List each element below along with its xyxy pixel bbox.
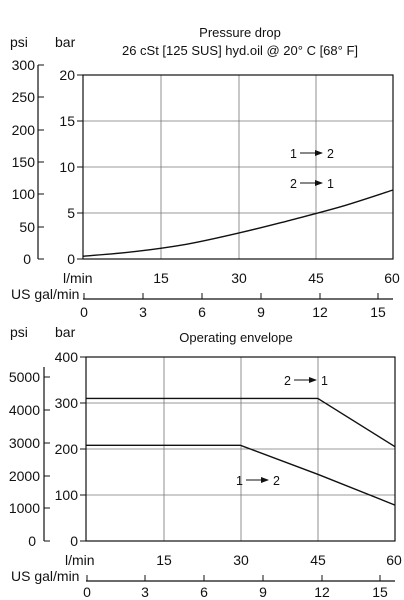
chart2-grid — [86, 357, 395, 541]
chart1-xlabel-lmin: l/min — [63, 270, 93, 286]
chart2-gal-label-value: 0 — [83, 584, 91, 600]
chart2-title: Operating envelope — [179, 330, 292, 345]
chart1-gal-label-value: 3 — [139, 304, 147, 320]
chart2-ytick-label: 200 — [55, 441, 79, 457]
chart1-psi-label-value: 0 — [23, 251, 31, 267]
chart1-subtitle: 26 cSt [125 SUS] hyd.oil @ 20° C [68° F] — [122, 43, 358, 58]
chart1-psi-label-value: 150 — [12, 154, 36, 170]
chart1-psi-axis: 300 250 200 150 100 50 0 — [12, 57, 44, 267]
chart1-ytick-label: 10 — [59, 159, 75, 175]
chart1-series-line-1 — [82, 189, 394, 257]
chart2-psi-label: psi — [10, 324, 28, 340]
chart1-gal-label-value: 0 — [80, 304, 88, 320]
chart2-gal-axis: US gal/min 0 3 6 9 12 15 — [11, 568, 395, 600]
chart1-psi-label-value: 200 — [12, 122, 36, 138]
chart2-psi-label-value: 5000 — [9, 369, 40, 385]
chart1-grid — [83, 75, 393, 259]
chart2-series-line-2 — [86, 444, 396, 506]
chart1-bar-label: bar — [55, 34, 76, 50]
chart2-x-axis: l/min 15 30 45 60 — [65, 552, 402, 568]
chart1-xlabel-gal: US gal/min — [11, 286, 79, 302]
chart2-xtick-label: 60 — [386, 552, 402, 568]
chart2-gal-label-value: 9 — [259, 584, 267, 600]
chart2-xtick-label: 30 — [233, 552, 249, 568]
chart2-psi-label-value: 1000 — [9, 500, 40, 516]
chart1-legend: 1 2 2 1 — [290, 147, 334, 191]
chart1-psi-label-value: 100 — [12, 186, 36, 202]
chart2-gal-label-value: 15 — [372, 584, 388, 600]
chart2-gal-label-value: 6 — [200, 584, 208, 600]
chart2-series-label-to: 2 — [273, 474, 280, 488]
chart2-psi-axis: 5000 4000 3000 2000 1000 0 — [9, 367, 50, 549]
chart1-gal-label-value: 15 — [370, 304, 386, 320]
chart1-series-group — [82, 189, 394, 257]
chart1-legend-from: 2 — [290, 177, 297, 191]
chart1-gal-axis: US gal/min 0 3 6 9 12 15 — [11, 286, 393, 320]
chart1-ytick-label: 20 — [59, 67, 75, 83]
chart1-gal-label-value: 9 — [257, 304, 265, 320]
chart1-legend-to: 2 — [327, 147, 334, 161]
chart2-psi-label-value: 0 — [28, 533, 36, 549]
chart2-psi-label-value: 4000 — [9, 402, 40, 418]
chart2-ytick-label: 300 — [55, 395, 79, 411]
chart1-ytick-label: 5 — [67, 205, 75, 221]
chart2-xlabel-gal: US gal/min — [11, 568, 79, 584]
chart1-psi-label: psi — [10, 34, 28, 50]
chart2-xtick-label: 45 — [310, 552, 326, 568]
chart2-series-label-from: 2 — [284, 374, 291, 388]
chart2-ytick-label: 100 — [55, 487, 79, 503]
chart1-gal-label-value: 12 — [312, 304, 328, 320]
chart2-xlabel-lmin: l/min — [65, 552, 95, 568]
pressure-drop-chart: Pressure drop 26 cSt [125 SUS] hyd.oil @… — [10, 25, 400, 320]
chart2-y-axis: 400 300 200 100 0 — [55, 349, 86, 549]
operating-envelope-chart: Operating envelope psi bar 400 300 200 1… — [9, 324, 402, 600]
chart1-y-axis: 20 15 10 5 0 — [59, 67, 83, 267]
chart2-gal-label-value: 12 — [314, 584, 330, 600]
chart1-gal-label-value: 6 — [198, 304, 206, 320]
chart1-ytick-label: 0 — [67, 251, 75, 267]
chart1-psi-label-value: 300 — [12, 57, 36, 73]
chart2-series-label-to: 1 — [321, 374, 328, 388]
chart2-bar-label: bar — [55, 324, 76, 340]
chart1-title: Pressure drop — [199, 25, 281, 40]
chart2-gal-label-value: 3 — [141, 584, 149, 600]
chart2-xtick-label: 15 — [156, 552, 172, 568]
chart1-psi-label-value: 50 — [19, 219, 35, 235]
chart2-ytick-label: 400 — [55, 349, 79, 365]
chart2-psi-label-value: 3000 — [9, 435, 40, 451]
chart1-xtick-label: 60 — [384, 270, 400, 286]
chart2-series-line-1 — [86, 397, 396, 448]
chart1-x-axis: l/min 15 30 45 60 — [63, 270, 400, 286]
chart1-psi-label-value: 250 — [12, 89, 36, 105]
chart1-legend-to: 1 — [327, 177, 334, 191]
chart2-series-labels: 2 1 1 2 — [236, 374, 328, 488]
chart1-xtick-label: 15 — [153, 270, 169, 286]
chart2-series-group — [86, 397, 396, 506]
chart1-legend-from: 1 — [290, 147, 297, 161]
chart2-psi-label-value: 2000 — [9, 468, 40, 484]
chart1-xtick-label: 45 — [308, 270, 324, 286]
chart2-series-label-from: 1 — [236, 474, 243, 488]
chart2-ytick-label: 0 — [70, 533, 78, 549]
chart1-xtick-label: 30 — [231, 270, 247, 286]
chart1-ytick-label: 15 — [59, 113, 75, 129]
